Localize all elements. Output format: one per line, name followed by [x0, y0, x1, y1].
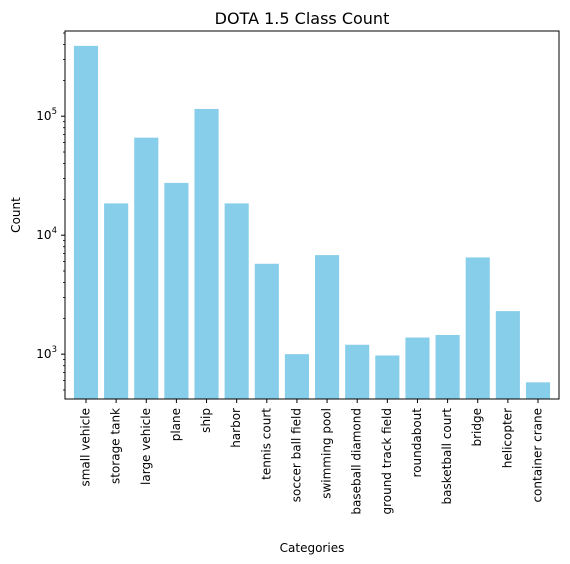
x-tick-label-large-vehicle: large vehicle	[139, 408, 153, 485]
x-tick-label-container-crane: container crane	[531, 408, 545, 503]
bar-soccer-ball-field	[284, 354, 309, 399]
x-tick-label-ground-track-field: ground track field	[380, 408, 394, 515]
x-tick-label-soccer-ball-field: soccer ball field	[289, 408, 303, 502]
x-tick-label-storage-tank: storage tank	[109, 408, 123, 484]
y-axis: 103 104 105	[36, 32, 65, 391]
x-tick-label-harbor: harbor	[229, 408, 243, 448]
bar-ground-track-field	[375, 355, 400, 399]
bar-large-vehicle	[134, 137, 159, 400]
bar-helicopter	[495, 311, 520, 399]
x-tick-label-swimming-pool: swimming pool	[320, 408, 334, 499]
bar-harbor	[224, 203, 249, 399]
bars-group	[73, 45, 551, 400]
bar-tennis-court	[254, 263, 279, 399]
bar-small-vehicle	[73, 45, 99, 400]
x-tick-label-small-vehicle: small vehicle	[79, 408, 93, 487]
x-axis: small vehicle storage tank large vehicle pl…	[79, 399, 545, 515]
x-tick-label-tennis-court: tennis court	[259, 408, 273, 480]
bar-basketball-court	[435, 334, 460, 399]
x-axis-label: Categories	[280, 541, 345, 555]
y-axis-label: Count	[9, 197, 23, 233]
bar-storage-tank	[104, 203, 129, 399]
bar-container-crane	[525, 382, 551, 399]
x-tick-label-bridge: bridge	[470, 408, 484, 447]
x-tick-label-helicopter: helicopter	[500, 408, 514, 468]
x-tick-label-baseball-diamond: baseball diamond	[350, 408, 364, 515]
x-tick-label-ship: ship	[199, 408, 213, 433]
y-tick-label-1000: 103	[36, 345, 57, 361]
y-tick-label-100000: 105	[36, 107, 57, 123]
bar-plane	[164, 182, 189, 399]
bar-bridge	[465, 257, 490, 399]
bar-ship	[194, 108, 219, 399]
bar-roundabout	[405, 337, 430, 399]
x-tick-label-plane: plane	[169, 408, 183, 441]
chart-title: DOTA 1.5 Class Count	[215, 9, 390, 28]
y-tick-label-10000: 104	[36, 226, 57, 242]
bar-baseball-diamond	[345, 344, 370, 399]
plot-frame	[64, 30, 560, 400]
x-tick-label-roundabout: roundabout	[410, 408, 424, 478]
x-tick-label-basketball-court: basketball court	[440, 408, 454, 505]
bar-swimming-pool	[315, 255, 340, 399]
